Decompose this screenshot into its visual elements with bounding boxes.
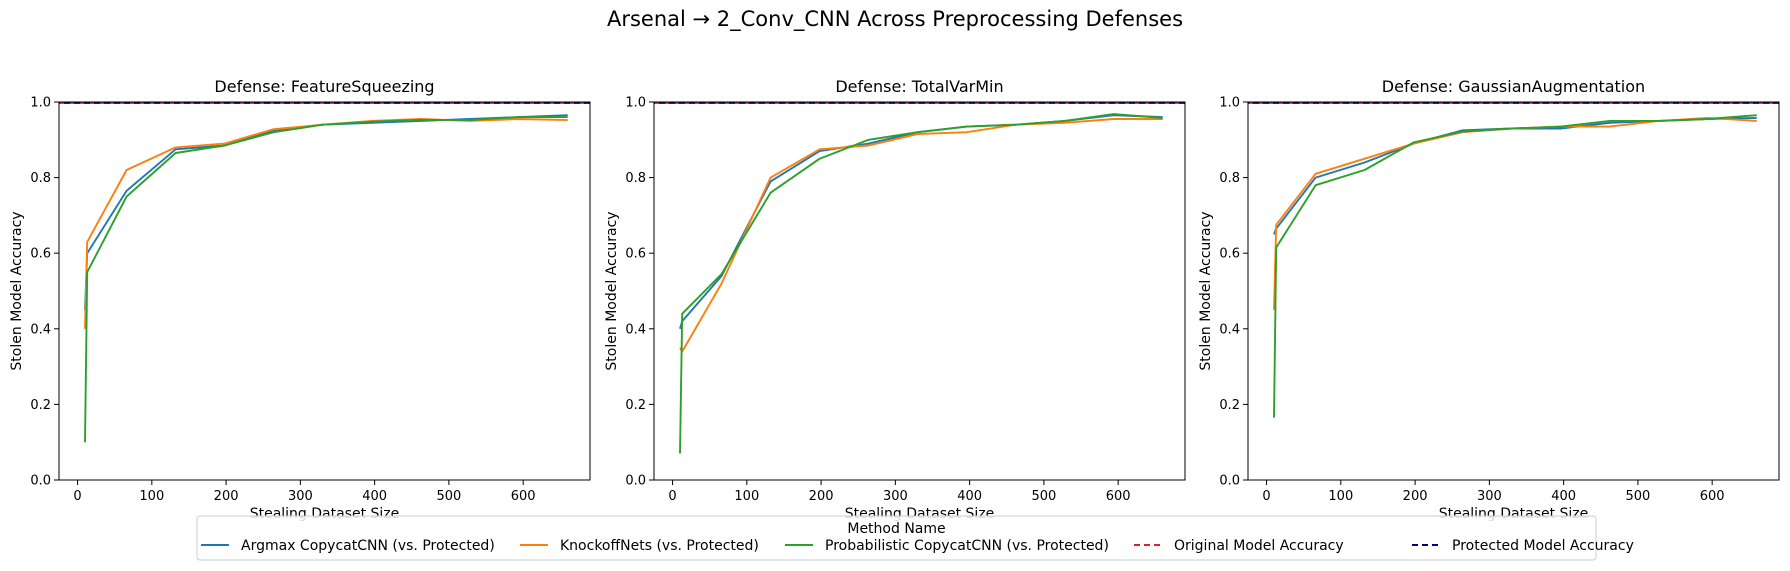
plot-area-frame <box>1247 101 1780 481</box>
y-tick-label: 0.4 <box>625 322 646 337</box>
x-tick-label: 200 <box>214 489 239 504</box>
x-tick-label: 100 <box>139 489 164 504</box>
series-line-knockoffnets-vs-protected <box>84 118 568 329</box>
x-tick-label: 500 <box>1625 489 1650 504</box>
y-tick-label: 1.0 <box>30 96 51 111</box>
x-tick-label: 600 <box>511 489 536 504</box>
x-tick-label: 300 <box>1477 489 1502 504</box>
y-tick-label: 0.2 <box>30 398 51 413</box>
y-tick-label: 0.8 <box>30 171 51 186</box>
x-tick-label: 500 <box>436 489 461 504</box>
y-tick-label: 0.8 <box>625 171 646 186</box>
y-tick-label: 0.0 <box>30 474 51 489</box>
y-axis-label: Stolen Model Accuracy <box>1198 211 1214 370</box>
x-tick-label: 400 <box>1551 489 1576 504</box>
subplot-title: Defense: FeatureSqueezing <box>214 77 434 96</box>
x-tick-label: 0 <box>73 489 81 504</box>
subplot-title: Defense: TotalVarMin <box>835 77 1003 96</box>
x-tick-label: 400 <box>362 489 387 504</box>
y-tick-label: 0.0 <box>1219 474 1240 489</box>
y-tick-label: 0.4 <box>30 322 51 337</box>
series-line-probabilistic-copycatcnn-vs-protected <box>84 116 568 443</box>
series-line-knockoffnets-vs-protected <box>679 118 1163 353</box>
legend-entry-label: Protected Model Accuracy <box>1452 538 1634 554</box>
x-tick-label: 0 <box>668 489 676 504</box>
plot-area-frame <box>58 101 591 481</box>
y-tick-label: 0.2 <box>625 398 646 413</box>
y-axis-label: Stolen Model Accuracy <box>9 211 25 370</box>
x-tick-label: 300 <box>883 489 908 504</box>
legend-entry-label: Argmax CopycatCNN (vs. Protected) <box>241 538 495 554</box>
x-tick-label: 400 <box>957 489 982 504</box>
x-tick-label: 100 <box>734 489 759 504</box>
y-tick-label: 1.0 <box>1219 96 1240 111</box>
x-tick-label: 500 <box>1031 489 1056 504</box>
y-tick-label: 0.6 <box>1219 247 1240 262</box>
legend-entry-label: KnockoffNets (vs. Protected) <box>560 538 759 554</box>
y-tick-label: 0.4 <box>1219 322 1240 337</box>
legend-entry-label: Original Model Accuracy <box>1174 538 1344 554</box>
x-tick-label: 600 <box>1700 489 1725 504</box>
subplot-title: Defense: GaussianAugmentation <box>1382 77 1645 96</box>
figure-title: Arsenal → 2_Conv_CNN Across Preprocessin… <box>607 7 1183 32</box>
legend-frame <box>196 515 1597 561</box>
plot-area-frame <box>653 101 1186 481</box>
legend: Method Name Argmax CopycatCNN (vs. Protec… <box>196 515 1634 561</box>
x-tick-label: 300 <box>288 489 313 504</box>
x-tick-label: 200 <box>1403 489 1428 504</box>
legend-entry-label: Probabilistic CopycatCNN (vs. Protected) <box>825 538 1109 554</box>
x-tick-label: 200 <box>809 489 834 504</box>
series-line-probabilistic-copycatcnn-vs-protected <box>1273 114 1757 418</box>
y-tick-label: 1.0 <box>625 96 646 111</box>
x-tick-label: 0 <box>1262 489 1270 504</box>
y-tick-label: 0.6 <box>30 247 51 262</box>
subplot-3: Defense: GaussianAugmentation 0 100 200 300 4… <box>1198 77 1780 522</box>
y-tick-label: 0.8 <box>1219 171 1240 186</box>
series-line-probabilistic-copycatcnn-vs-protected <box>679 113 1163 454</box>
y-tick-label: 0.0 <box>625 474 646 489</box>
x-tick-label: 600 <box>1106 489 1131 504</box>
x-tick-label: 100 <box>1328 489 1353 504</box>
y-tick-label: 0.2 <box>1219 398 1240 413</box>
y-tick-label: 0.6 <box>625 247 646 262</box>
y-axis-label: Stolen Model Accuracy <box>604 211 620 370</box>
legend-title: Method Name <box>847 521 945 537</box>
